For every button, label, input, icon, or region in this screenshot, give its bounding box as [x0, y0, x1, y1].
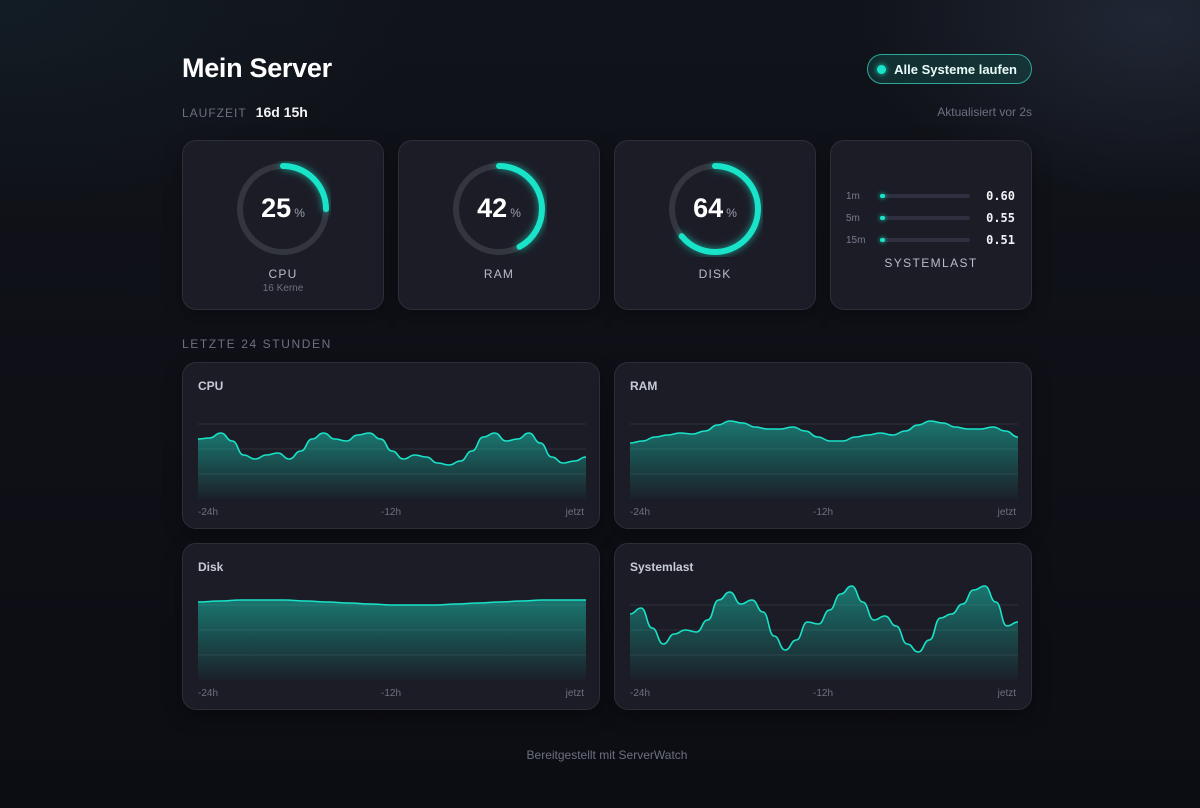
load-bar [880, 194, 970, 198]
ram-history-plot [630, 420, 1018, 499]
trend-area [630, 586, 1018, 680]
load-row-15m: 15m 0.51 [846, 233, 1015, 247]
status-dot-icon [877, 65, 887, 74]
trend-line [630, 585, 1018, 653]
disk-gauge-card[interactable]: 64% DISK [614, 140, 816, 310]
tick-label: -24h [198, 507, 219, 518]
disk-gauge-value: 64% [693, 193, 737, 223]
load-value: 0.55 [986, 211, 1015, 225]
load-value: 0.60 [986, 189, 1015, 203]
tick-label: jetzt [565, 507, 584, 518]
system-load-card[interactable]: 1m 0.60 5m 0.55 15m 0.51 SYSTEMLAST [830, 140, 1032, 310]
ram-gauge-label: RAM [483, 267, 515, 281]
load-bar [880, 216, 970, 220]
tick-label: -12h [380, 507, 401, 518]
cpu-gauge-card[interactable]: 25% CPU 16 Kerne [182, 140, 384, 310]
tick-label: -12h [812, 688, 833, 699]
disk-gauge-label: DISK [698, 267, 732, 281]
cpu-gauge-label: CPU [268, 267, 298, 281]
tick-label: -12h [380, 688, 401, 699]
footer: Bereitgestellt mit ServerWatch [526, 748, 688, 762]
tick-label: -12h [812, 507, 833, 518]
chart-title: CPU [198, 379, 224, 393]
load-key: 15m [846, 234, 866, 246]
trend-line [198, 432, 586, 466]
cpu-gauge-value: 25% [261, 193, 305, 223]
load-bar [880, 238, 970, 242]
tick-label: -24h [630, 507, 651, 518]
chart-title: RAM [630, 379, 658, 393]
trend-area [198, 600, 586, 680]
chart-title: Systemlast [630, 560, 694, 574]
disk-gauge-ring [669, 163, 761, 255]
status-text: Alle Systeme laufen [894, 61, 1017, 77]
ram-gauge-card[interactable]: 42% RAM [398, 140, 600, 310]
tick-label: jetzt [997, 507, 1016, 518]
history-section-label: LETZTE 24 STUNDEN [182, 337, 332, 351]
load-row-5m: 5m 0.55 [846, 211, 1015, 225]
ram-gauge-ring [453, 163, 545, 255]
ram-gauge-value: 42% [477, 193, 521, 223]
trend-area [630, 421, 1018, 499]
load-key: 1m [846, 190, 860, 202]
dashboard: Mein Server Alle Systeme laufen LAUFZEIT… [182, 0, 1032, 808]
tick-label: -24h [630, 688, 651, 699]
cpu-gauge-sub: 16 Kerne [262, 283, 304, 294]
page-title: Mein Server [182, 53, 332, 83]
status-badge[interactable]: Alle Systeme laufen [867, 54, 1032, 84]
load-key: 5m [846, 212, 860, 224]
load-row-1m: 1m 0.60 [846, 189, 1015, 203]
tick-label: jetzt [565, 688, 584, 699]
ram-history-chart[interactable]: RAM -24h -12h jetzt [614, 362, 1032, 529]
disk-history-plot [198, 599, 586, 680]
uptime: LAUFZEIT 16d 15h [182, 104, 308, 120]
disk-history-chart[interactable]: Disk -24h -12h jetzt [182, 543, 600, 710]
trend-line [198, 599, 586, 606]
chart-title: Disk [198, 560, 224, 574]
cpu-history-plot [198, 423, 586, 499]
uptime-label: LAUFZEIT [182, 106, 247, 120]
cpu-history-chart[interactable]: CPU -24h -12h jetzt [182, 362, 600, 529]
last-updated: Aktualisiert vor 2s [937, 105, 1032, 119]
cpu-gauge-ring [237, 163, 329, 255]
system-load-label: SYSTEMLAST [884, 256, 978, 270]
uptime-value: 16d 15h [255, 104, 308, 120]
trend-line [630, 420, 1018, 444]
load-history-plot [630, 585, 1018, 680]
tick-label: -24h [198, 688, 219, 699]
load-history-chart[interactable]: Systemlast -24h -12h jetzt [614, 543, 1032, 710]
tick-label: jetzt [997, 688, 1016, 699]
load-value: 0.51 [986, 233, 1015, 247]
trend-area [198, 433, 586, 499]
